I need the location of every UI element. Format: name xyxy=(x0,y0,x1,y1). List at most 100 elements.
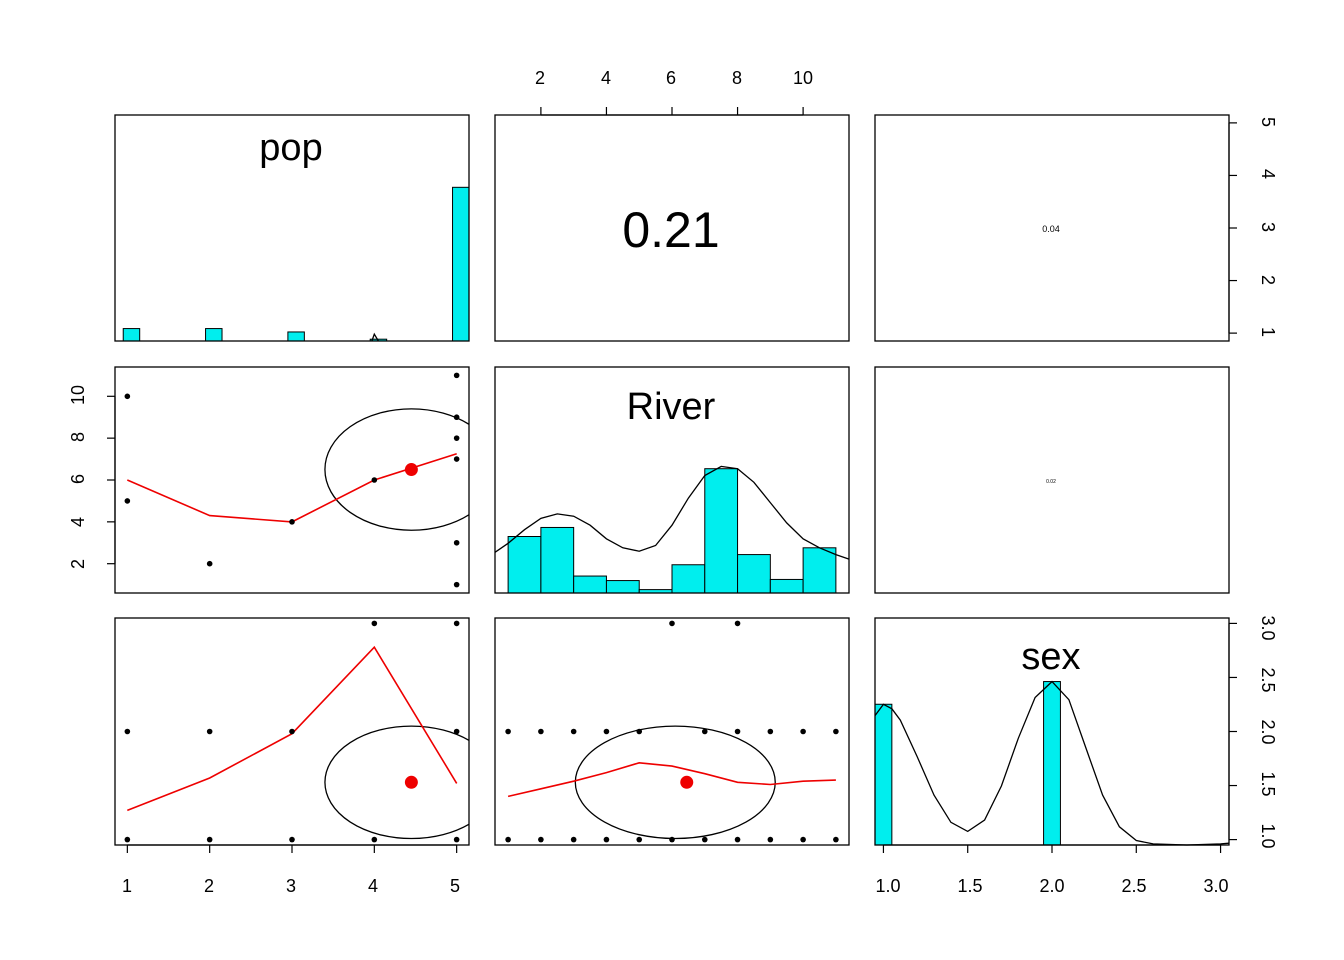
data-point xyxy=(124,393,131,400)
tick-label-top-river: 8 xyxy=(732,68,742,88)
tick-label-top-river: 10 xyxy=(793,68,813,88)
data-point xyxy=(833,836,839,843)
data-point xyxy=(734,836,741,843)
histogram-bar-river xyxy=(704,468,739,594)
tick-label-top-river: 6 xyxy=(666,68,676,88)
tick-label-bottom-sex: 2.0 xyxy=(1039,876,1064,896)
correlation-pop-river: 0.21 xyxy=(622,202,719,258)
tick-label-right-top: 4 xyxy=(1258,169,1278,179)
histogram-bar-river xyxy=(671,564,706,594)
histogram-bar-river xyxy=(540,526,575,594)
diag-label-sex: sex xyxy=(1021,636,1080,678)
tick-label-right-top: 5 xyxy=(1258,117,1278,127)
bar-layer xyxy=(122,186,1061,846)
histogram-bar-river xyxy=(507,536,542,594)
tick-label-right-top: 1 xyxy=(1258,327,1278,337)
histogram-bar-pop xyxy=(287,331,305,342)
density-curve-river xyxy=(494,465,850,560)
tick-label-right-top: 2 xyxy=(1258,275,1278,285)
histogram-bar-river xyxy=(737,554,771,594)
diag-label-river: River xyxy=(627,386,716,428)
histogram-bar-pop xyxy=(205,328,223,342)
scatter-panel-sex_vs_pop xyxy=(124,620,469,843)
tick-label-left-river: 2 xyxy=(68,559,88,569)
tick-label-bottom-pop: 4 xyxy=(368,876,378,896)
data-point xyxy=(505,836,511,843)
data-point xyxy=(767,728,774,735)
data-point xyxy=(734,620,741,627)
data-point xyxy=(206,728,213,735)
tick-label-bottom-pop: 3 xyxy=(286,876,296,896)
histogram-bar-sex xyxy=(874,703,893,846)
data-point xyxy=(636,728,643,735)
correlation-river-sex: 0.02 xyxy=(1046,479,1056,485)
tick-label-right-sex: 1.0 xyxy=(1258,823,1278,848)
data-point xyxy=(453,728,460,735)
tick-label-bottom-pop: 5 xyxy=(450,876,460,896)
mark-layer xyxy=(124,332,1230,846)
data-point xyxy=(701,728,708,735)
tick-label-right-sex: 3.0 xyxy=(1258,615,1278,640)
axes-layer xyxy=(107,107,1237,853)
mean-point xyxy=(404,463,418,477)
scatter-panel-river_vs_pop xyxy=(124,372,469,588)
panel-frame xyxy=(114,114,470,342)
data-point xyxy=(124,728,131,735)
correlation-ellipse xyxy=(324,725,469,840)
correlation-ellipse xyxy=(324,408,469,531)
smooth-line xyxy=(507,761,836,798)
tick-label-left-river: 4 xyxy=(68,517,88,527)
tick-label-left-river: 8 xyxy=(68,432,88,442)
data-point xyxy=(603,836,610,843)
data-point xyxy=(833,728,839,735)
correlation-pop-sex: 0.04 xyxy=(1042,224,1060,234)
data-point xyxy=(570,728,577,735)
tick-label-left-river: 10 xyxy=(68,385,88,405)
histogram-bar-river xyxy=(769,578,804,594)
panel-frame xyxy=(874,366,1230,594)
data-point xyxy=(538,836,544,843)
tick-label-left-river: 6 xyxy=(68,474,88,484)
panel-frame xyxy=(114,366,470,594)
data-point xyxy=(538,728,544,735)
histogram-bar-sex xyxy=(1043,681,1061,846)
data-point xyxy=(453,414,460,421)
histogram-bar-river xyxy=(605,580,640,594)
data-point xyxy=(371,620,378,627)
data-point xyxy=(669,620,675,627)
mean-point xyxy=(404,775,418,789)
data-point xyxy=(124,498,131,504)
data-point xyxy=(453,435,460,441)
tick-label-top-river: 2 xyxy=(535,68,545,88)
data-point xyxy=(206,836,213,843)
data-point xyxy=(453,620,460,627)
data-point xyxy=(767,836,774,843)
tick-label-bottom-pop: 1 xyxy=(122,876,132,896)
data-point xyxy=(453,581,460,588)
data-point xyxy=(636,836,643,843)
scatter-panel-sex_vs_river xyxy=(505,620,839,843)
data-point xyxy=(453,836,460,843)
density-curve-pop xyxy=(371,332,379,342)
data-point xyxy=(505,728,511,735)
data-point xyxy=(800,836,806,843)
panel-frame xyxy=(494,366,850,594)
tick-label-right-sex: 2.5 xyxy=(1258,667,1278,692)
data-point xyxy=(124,836,131,843)
tick-label-bottom-sex: 3.0 xyxy=(1203,876,1228,896)
tick-label-top-river: 4 xyxy=(601,68,611,88)
data-point xyxy=(289,836,295,843)
data-point xyxy=(206,560,213,567)
data-point xyxy=(453,372,460,379)
histogram-bar-pop xyxy=(122,328,141,342)
data-point xyxy=(453,456,460,462)
data-point xyxy=(289,728,295,735)
histogram-bar-river xyxy=(802,547,837,594)
tick-label-bottom-pop: 2 xyxy=(204,876,214,896)
density-curve-sex xyxy=(874,680,1230,846)
smooth-line xyxy=(126,453,457,523)
data-point xyxy=(800,728,806,735)
data-point xyxy=(701,836,708,843)
tick-label-bottom-sex: 1.5 xyxy=(957,876,982,896)
